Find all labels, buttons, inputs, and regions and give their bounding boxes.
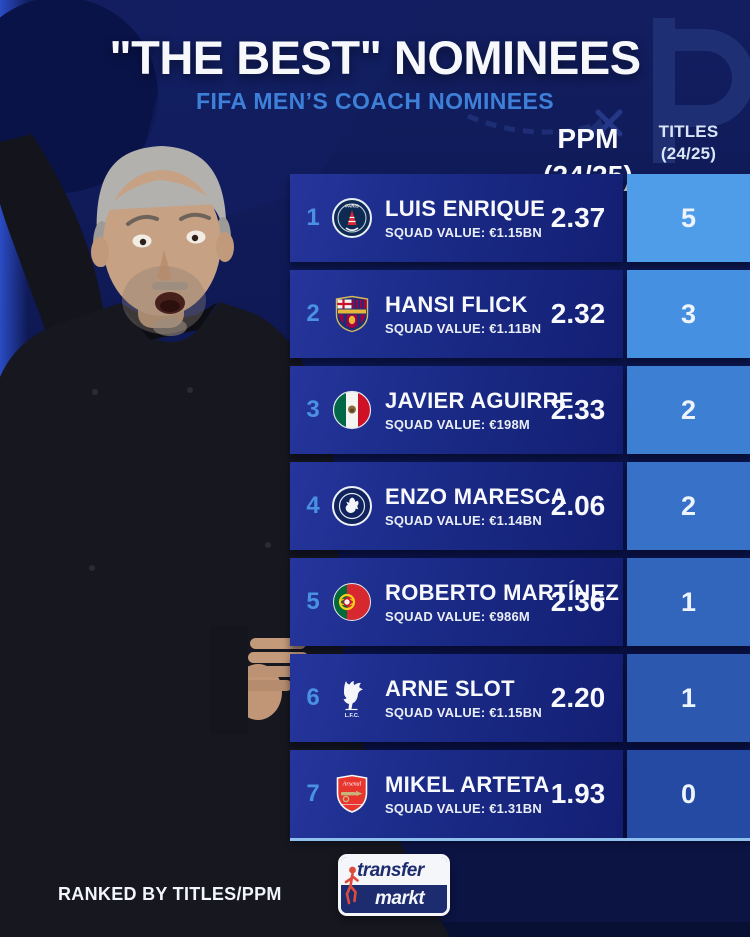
row-main-panel: 1 PARIS LUIS ENRIQUE SQUAD VALUE: €1.15B… bbox=[290, 174, 623, 262]
ppm-value: 2.37 bbox=[550, 202, 606, 233]
squad-value: SQUAD VALUE: €1.15BN bbox=[385, 225, 542, 240]
row-main-panel: 4 ENZO MARESCA SQUAD VALUE: €1.14BN 2.06 bbox=[290, 462, 623, 550]
titles-value: 2 bbox=[627, 366, 750, 454]
nominees-table: 1 PARIS LUIS ENRIQUE SQUAD VALUE: €1.15B… bbox=[290, 174, 750, 846]
titles-value: 2 bbox=[627, 462, 750, 550]
rank-number: 2 bbox=[306, 300, 320, 327]
table-row: 7 Arsenal MIKEL ARTETA SQUAD VALUE: €1.3… bbox=[290, 750, 750, 838]
runner-icon bbox=[344, 866, 359, 905]
logo-text-markt: markt bbox=[375, 888, 425, 909]
table-row: 1 PARIS LUIS ENRIQUE SQUAD VALUE: €1.15B… bbox=[290, 174, 750, 262]
ranked-by-note: RANKED BY TITLES/PPM bbox=[58, 884, 282, 904]
ppm-value: 2.32 bbox=[550, 298, 606, 329]
squad-value: SQUAD VALUE: €1.15BN bbox=[385, 705, 542, 720]
table-row: 6 L.F.C. ARNE SLOT SQUAD VALUE: €1.15BN … bbox=[290, 654, 750, 742]
mexico-flag-icon bbox=[330, 390, 374, 430]
coach-name: ENZO MARESCA bbox=[385, 484, 568, 509]
row-main-panel: 3 JAVIER AGUIRRE SQUAD VALUE: €198M 2.33 bbox=[290, 366, 623, 454]
squad-value: SQUAD VALUE: €986M bbox=[385, 609, 530, 624]
coach-name: HANSI FLICK bbox=[385, 292, 528, 317]
transfermarkt-logo: transfer markt bbox=[338, 854, 450, 916]
coach-name: MIKEL ARTETA bbox=[385, 772, 550, 797]
row-main-panel: 7 Arsenal MIKEL ARTETA SQUAD VALUE: €1.3… bbox=[290, 750, 623, 838]
rank-number: 1 bbox=[306, 204, 320, 231]
chelsea-badge-icon bbox=[330, 486, 374, 526]
table-row: 3 JAVIER AGUIRRE SQUAD VALUE: €198M 2.33… bbox=[290, 366, 750, 454]
ppm-value: 1.93 bbox=[550, 778, 606, 809]
coach-info: JAVIER AGUIRRE SQUAD VALUE: €198M bbox=[374, 388, 574, 432]
titles-value: 0 bbox=[627, 750, 750, 838]
coach-info: LUIS ENRIQUE SQUAD VALUE: €1.15BN bbox=[374, 196, 546, 240]
coach-info: ROBERTO MARTÍNEZ SQUAD VALUE: €986M bbox=[374, 580, 620, 624]
logo-text-transfer: transfer bbox=[357, 860, 424, 881]
titles-value: 3 bbox=[627, 270, 750, 358]
titles-label: TITLES bbox=[658, 122, 719, 141]
coach-name: ARNE SLOT bbox=[385, 676, 515, 701]
titles-value: 5 bbox=[627, 174, 750, 262]
rank-number: 7 bbox=[306, 780, 320, 807]
row-main-panel: 2 HANSI FLICK SQUAD VALUE: €1.11BN 2.32 bbox=[290, 270, 623, 358]
logo-bottom-half: markt bbox=[341, 885, 447, 913]
coach-info: HANSI FLICK SQUAD VALUE: €1.11BN bbox=[374, 292, 542, 336]
arsenal-badge-icon: Arsenal bbox=[330, 774, 374, 814]
ppm-value: 2.20 bbox=[550, 682, 606, 713]
portugal-badge-icon bbox=[330, 582, 374, 622]
titles-season: (24/25) bbox=[660, 144, 717, 164]
row-main-panel: 5 ROBERTO MARTÍNEZ SQUAD VALUE: €986M 2.… bbox=[290, 558, 623, 646]
squad-value: SQUAD VALUE: €1.14BN bbox=[385, 513, 542, 528]
coach-info: MIKEL ARTETA SQUAD VALUE: €1.31BN bbox=[374, 772, 550, 816]
titles-value: 1 bbox=[627, 558, 750, 646]
rank-number: 4 bbox=[306, 492, 320, 519]
table-row: 2 HANSI FLICK SQUAD VALUE: €1.11BN 2.32 … bbox=[290, 270, 750, 358]
coach-info: ENZO MARESCA SQUAD VALUE: €1.14BN bbox=[374, 484, 568, 528]
squad-value: SQUAD VALUE: €1.31BN bbox=[385, 801, 542, 816]
svg-text:L.F.C.: L.F.C. bbox=[345, 713, 360, 718]
page-title: "THE BEST" NOMINEES bbox=[109, 31, 641, 84]
rank-number: 6 bbox=[306, 684, 320, 711]
barcelona-badge-icon bbox=[330, 294, 374, 334]
titles-value: 1 bbox=[627, 654, 750, 742]
row-main-panel: 6 L.F.C. ARNE SLOT SQUAD VALUE: €1.15BN … bbox=[290, 654, 623, 742]
ppm-value: 2.33 bbox=[550, 394, 606, 425]
coach-name: JAVIER AGUIRRE bbox=[385, 388, 574, 413]
column-header-titles: TITLES (24/25) bbox=[627, 121, 750, 166]
coach-name: LUIS ENRIQUE bbox=[385, 196, 546, 221]
table-row: 5 ROBERTO MARTÍNEZ SQUAD VALUE: €986M 2.… bbox=[290, 558, 750, 646]
ppm-value: 2.06 bbox=[550, 490, 606, 521]
table-underline bbox=[290, 838, 750, 841]
squad-value: SQUAD VALUE: €1.11BN bbox=[385, 321, 542, 336]
coach-name: ROBERTO MARTÍNEZ bbox=[385, 580, 620, 605]
svg-text:Arsenal: Arsenal bbox=[342, 782, 362, 788]
rank-number: 5 bbox=[306, 588, 320, 615]
ppm-value: 2.36 bbox=[550, 586, 606, 617]
page-subtitle: FIFA MEN’S COACH NOMINEES bbox=[196, 88, 554, 114]
squad-value: SQUAD VALUE: €198M bbox=[385, 417, 530, 432]
svg-text:PARIS: PARIS bbox=[345, 204, 358, 209]
table-row: 4 ENZO MARESCA SQUAD VALUE: €1.14BN 2.06… bbox=[290, 462, 750, 550]
coach-info: ARNE SLOT SQUAD VALUE: €1.15BN bbox=[374, 676, 542, 720]
liverpool-badge-icon: L.F.C. bbox=[330, 678, 374, 718]
ppm-label: PPM bbox=[557, 123, 619, 154]
psg-badge-icon: PARIS bbox=[330, 198, 374, 238]
rank-number: 3 bbox=[306, 396, 320, 423]
